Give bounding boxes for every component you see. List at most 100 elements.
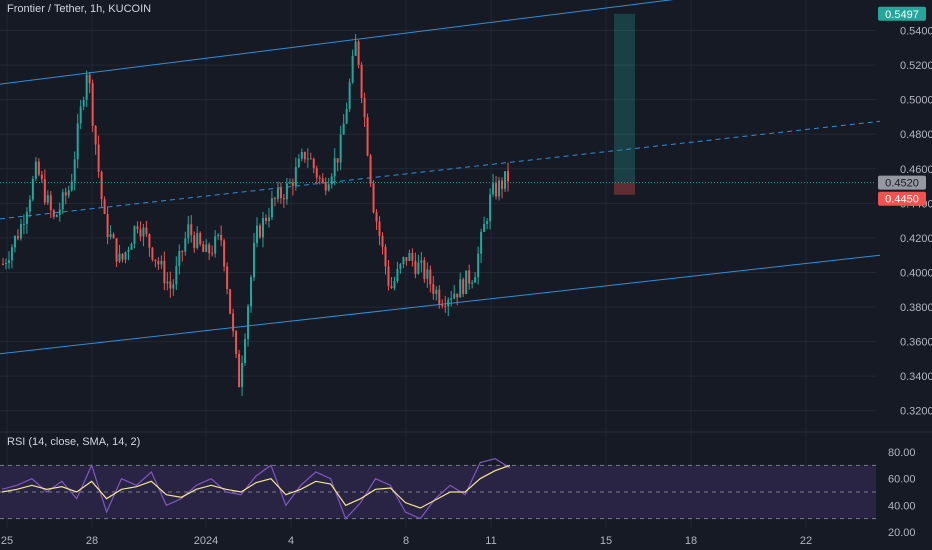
candle-body [426,269,429,279]
candle-body [190,224,193,236]
candle-body [351,55,354,83]
rsi-axis[interactable]: 80.00 60.00 40.00 20.00 [888,447,916,539]
candle-body [154,259,157,262]
candle-body [369,155,372,184]
current-price-badge-label: 0.4520 [885,178,919,190]
candle-body [504,171,507,189]
candle-body [495,183,498,197]
candle-body [163,260,166,284]
candle-body [250,277,253,307]
candle-body [423,260,426,279]
candle-body [474,277,477,283]
candle-body [468,270,471,284]
candle-body [321,178,324,183]
candle-body [232,313,235,332]
candle-body [387,266,390,287]
position-tool[interactable] [614,13,635,195]
candle-body [405,257,408,261]
candle-body [40,174,43,180]
candle-body [238,353,241,388]
candle-body [285,183,288,200]
candle-body [187,224,190,239]
candle-body [330,176,333,185]
candle-body [456,293,459,298]
candle-body [498,180,501,197]
candle-body [253,242,256,278]
candle-body [378,221,381,236]
candle-body [241,362,244,388]
candle-body [127,249,130,253]
candle-body [76,123,79,160]
candle-body [34,161,37,179]
candle-body [13,236,16,248]
candle-body [151,247,154,260]
candle-body [309,158,312,160]
candle-body [501,180,504,189]
candle-body [333,158,336,177]
candle-body [270,198,273,218]
price-axis[interactable]: 0.54000.52000.50000.48000.46000.44000.42… [900,26,932,418]
candle-body [408,252,411,261]
rsi-lines [1,458,511,520]
candle-body [52,210,55,217]
time-tick-label: 28 [86,535,98,547]
candle-body [279,188,282,198]
candle-body [169,281,172,289]
candle-body [100,171,103,200]
candle-body [318,177,321,179]
candle-body [229,289,232,314]
candle-body [91,83,94,126]
candle-body [118,253,121,262]
candle-body [354,41,357,56]
candle-body [360,64,363,98]
candle-body [459,279,462,298]
candle-body [142,227,145,237]
candle-body [58,209,61,215]
candle-body [288,182,291,184]
candle-body [447,299,450,307]
candle-body [193,235,196,248]
candle-body [297,158,300,168]
price-tick-label: 0.5400 [900,26,932,38]
candle-body [357,41,360,65]
candle-body [28,199,31,212]
candle-body [450,298,453,300]
rsi-line [1,458,511,520]
candle-body [235,331,238,354]
candle-body [37,161,40,175]
candle-body [136,226,139,230]
candle-body [414,260,417,274]
candle-body [492,183,495,195]
candle-body [64,192,67,196]
candle-body [399,263,402,270]
candle-body [106,213,109,238]
candle-body [124,252,127,260]
candle-body [88,74,91,84]
candle-body [300,152,303,159]
candle-body [31,178,34,200]
candle-body [19,224,22,239]
candle-body [438,289,441,305]
candle-body [267,217,270,222]
candle-body [462,279,465,294]
candle-body [103,199,106,214]
candle-body [139,229,142,237]
candle-body [94,125,97,145]
candle-body [70,181,73,191]
time-tick-label: 15 [600,535,612,547]
price-tick-label: 0.3400 [900,371,932,383]
candle-body [282,197,285,200]
price-tick-label: 0.5200 [900,60,932,72]
position-loss-zone [614,182,635,195]
candle-body [97,144,100,172]
candle-body [166,281,169,284]
candle-body [16,236,19,239]
candle-body [82,100,85,107]
candle-body [312,158,315,169]
candle-body [247,306,250,339]
price-tick-label: 0.4800 [900,129,932,141]
candle-body [181,250,184,252]
price-tick-label: 0.4600 [900,164,932,176]
time-axis[interactable]: 25 28 2024 4 8 11 15 18 22 [1,535,812,547]
